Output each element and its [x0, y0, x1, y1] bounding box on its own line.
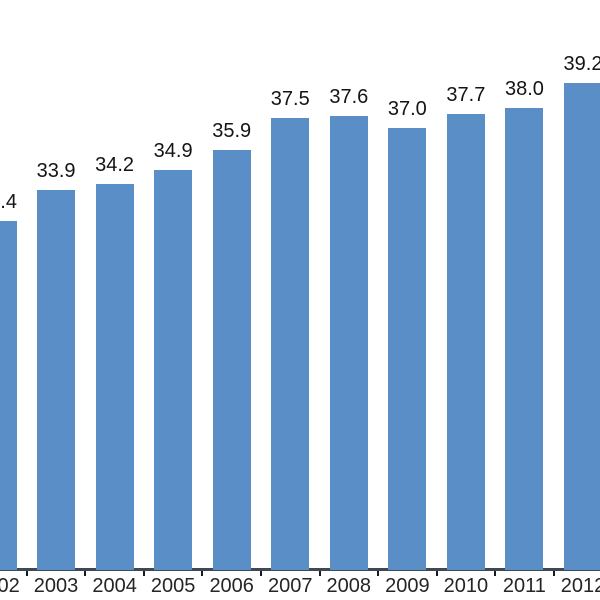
bar: [446, 114, 485, 570]
bar: [0, 221, 17, 570]
x-axis-tick-label: 2010: [443, 575, 489, 597]
bar: [95, 184, 134, 570]
bar-value-label: 35.9: [212, 120, 252, 142]
x-axis-tick: [552, 571, 555, 576]
bar-value-label: 38.0: [504, 78, 544, 100]
x-axis-tick-label: 2011: [502, 575, 546, 597]
x-axis-tick: [25, 571, 28, 576]
x-axis-tick-label: 2006: [209, 575, 254, 597]
bar-value-label: 34.2: [95, 154, 135, 176]
x-axis-tick: [142, 571, 145, 576]
bar: [212, 150, 251, 570]
x-axis-tick: [259, 571, 262, 576]
bar: [37, 190, 76, 570]
x-axis-tick: [494, 571, 497, 576]
bar-value-label: 34.9: [153, 140, 193, 162]
bar-value-label: 37.7: [446, 84, 486, 106]
bar-value-label: 37.6: [329, 86, 369, 108]
bar-value-label: 39.2: [563, 53, 600, 75]
bar-value-label: 33.9: [36, 160, 76, 182]
x-axis-tick-label: 2002: [0, 575, 20, 597]
x-axis-tick-label: 2003: [33, 575, 79, 597]
x-axis-tick: [435, 571, 438, 576]
x-axis-tick-label: 2009: [385, 575, 430, 597]
x-axis-tick-label: 2008: [326, 575, 372, 597]
bar-value-label: 37.0: [387, 98, 427, 120]
x-axis-tick: [318, 571, 321, 576]
bar: [505, 108, 544, 570]
bar-value-label: 32.4: [0, 191, 17, 213]
x-axis-tick-label: 2012: [560, 575, 600, 597]
x-axis-tick: [201, 571, 204, 576]
bar: [329, 116, 368, 570]
bar-value-label: 37.5: [270, 88, 310, 110]
x-axis-tick-label: 2005: [150, 575, 196, 597]
bar: [154, 170, 193, 570]
x-axis-tick-label: 2007: [268, 575, 313, 597]
bar: [564, 83, 600, 570]
x-axis-tick-label: 2004: [92, 575, 137, 597]
x-axis-tick: [377, 571, 380, 576]
bar: [388, 128, 427, 570]
bar: [271, 118, 310, 570]
x-axis-tick: [84, 571, 87, 576]
